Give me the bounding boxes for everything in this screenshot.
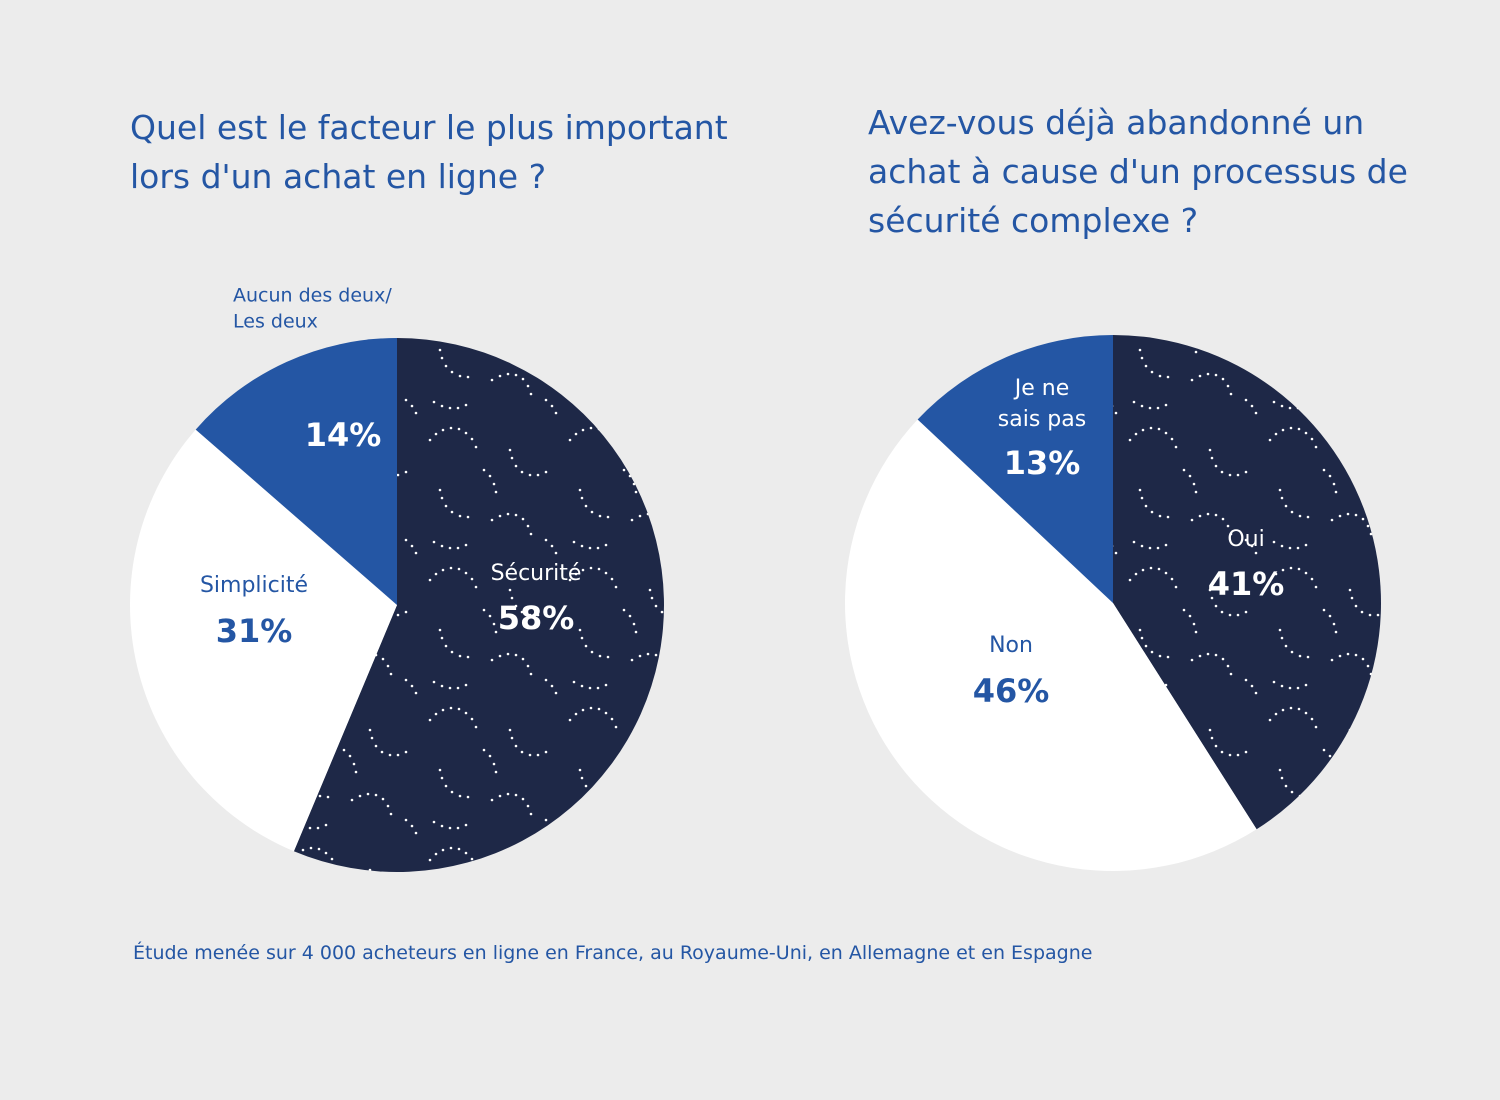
pie-slice-simplicit-	[130, 429, 397, 852]
slice-value-label: 58%	[498, 599, 575, 637]
slice-label: Aucun des deux/	[233, 285, 392, 307]
slice-label: Simplicité	[200, 573, 308, 598]
pie-slice-non	[845, 419, 1257, 872]
pie-chart-1: Sécurité 58% Simplicité 31% Aucun des deux/L…	[130, 285, 665, 873]
chart-title-left-line-1: Quel est le facteur le plus important	[130, 108, 728, 147]
pie-chart-2: Oui 41% Non 46% Je ne sais pas 13%	[845, 335, 1382, 872]
chart-title-left: Quel est le facteur le plus important lo…	[130, 103, 770, 201]
slice-label: Je ne	[1013, 376, 1070, 401]
chart-title-right-line-2: achat à cause d'un processus de	[868, 152, 1408, 191]
slice-value-label: 14%	[305, 416, 382, 454]
chart-title-right-line-3: sécurité complexe ?	[868, 201, 1199, 240]
chart-title-right-line-1: Avez-vous déjà abandonné un	[868, 103, 1365, 142]
pie-slice-s-curit-	[293, 338, 665, 873]
slice-value-label: 13%	[1004, 444, 1081, 482]
slice-value-label: 31%	[216, 612, 293, 650]
slice-label: Les deux	[233, 311, 318, 333]
slice-label: sais pas	[998, 407, 1086, 432]
pie-slice-oui	[1113, 335, 1382, 830]
chart-title-left-line-2: lors d'un achat en ligne ?	[130, 157, 547, 196]
pie-slice-aucun-des-deux-les-deux	[195, 338, 397, 605]
slice-label: Oui	[1227, 527, 1264, 552]
slice-value-label: 46%	[973, 672, 1050, 710]
slice-value-label: 41%	[1208, 565, 1285, 603]
slice-label: Sécurité	[491, 561, 582, 586]
slice-label: Non	[989, 633, 1033, 658]
footnote: Étude menée sur 4 000 acheteurs en ligne…	[133, 942, 1093, 964]
pie-slice-je-ne-sais-pas	[917, 335, 1113, 603]
chart-title-right: Avez-vous déjà abandonné un achat à caus…	[868, 98, 1468, 245]
